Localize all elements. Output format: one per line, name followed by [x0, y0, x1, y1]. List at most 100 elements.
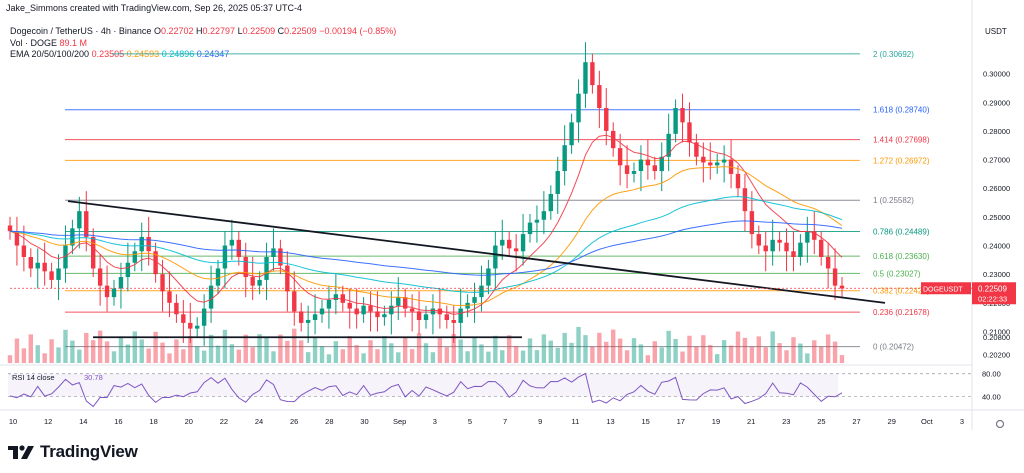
- volume-bar: [701, 335, 706, 363]
- price-tick-label: 0.25000: [983, 213, 1010, 222]
- volume-bar: [617, 338, 623, 363]
- volume-bar: [389, 343, 394, 363]
- candle-body: [299, 311, 304, 323]
- fib-level-label: 1.272 (0.26972): [873, 156, 930, 165]
- symbol-title[interactable]: Dogecoin / TetherUS · 4h · Binance: [10, 26, 152, 36]
- candle-body: [319, 308, 325, 315]
- volume-bar: [229, 344, 235, 363]
- volume-bar: [749, 346, 755, 363]
- volume-bar: [735, 331, 741, 363]
- price-badge-countdown: 02:22:33: [978, 294, 1007, 303]
- candle-body: [513, 248, 519, 252]
- volume-bar: [139, 339, 144, 363]
- candle-body: [63, 245, 68, 269]
- candle-body: [118, 277, 124, 289]
- time-tick-label: 5: [468, 417, 472, 426]
- price-badge-value: 0.22509: [978, 284, 1007, 293]
- candle-body: [167, 291, 172, 303]
- volume-bar: [458, 339, 463, 363]
- candle-body: [375, 311, 380, 318]
- volume-bar: [167, 353, 172, 363]
- volume-bar: [513, 346, 519, 363]
- volume-bar: [285, 340, 290, 363]
- fib-level-label: 1.618 (0.28740): [873, 106, 930, 115]
- candle-body: [174, 302, 179, 315]
- price-change: −0.00194 (−0.85%): [319, 26, 397, 36]
- fib-level-label: 1 (0.25582): [873, 196, 914, 205]
- volume-bar: [805, 353, 810, 363]
- candle-body: [569, 122, 574, 146]
- candle-body: [409, 308, 415, 312]
- candle-body: [97, 268, 103, 286]
- candle-body: [21, 245, 27, 257]
- candle-body: [430, 308, 436, 315]
- fib-level-label: 0.236 (0.21678): [873, 308, 930, 317]
- candle-body: [638, 159, 644, 172]
- candle-body: [35, 262, 40, 269]
- candle-body: [812, 231, 817, 240]
- candle-body: [444, 314, 449, 321]
- candle-body: [832, 268, 838, 286]
- volume-bar: [763, 347, 768, 363]
- candle-body: [784, 242, 789, 252]
- volume-bar: [465, 351, 470, 363]
- volume-value: 89.1 M: [59, 37, 88, 48]
- candle-body: [271, 248, 276, 257]
- candle-body: [111, 288, 117, 298]
- volume-bar: [257, 334, 262, 363]
- ohlc-close: 0.22509: [284, 26, 317, 36]
- time-tick-label: 7: [503, 417, 507, 426]
- candle-body: [527, 222, 533, 235]
- ohlc-close-label: C: [277, 26, 285, 36]
- candle-body: [153, 251, 158, 275]
- volume-label[interactable]: Vol · DOGE: [10, 37, 58, 48]
- tradingview-logo[interactable]: TradingView: [8, 442, 138, 462]
- volume-bar: [181, 349, 186, 363]
- volume-bar: [500, 350, 505, 363]
- trendline: [67, 200, 886, 304]
- time-tick-label: 3: [433, 417, 437, 426]
- price-tick-label: 0.20200: [983, 350, 1010, 359]
- candle-body: [77, 211, 82, 229]
- volume-bar: [555, 347, 560, 363]
- candle-body: [278, 248, 283, 266]
- rsi-band: [8, 373, 838, 397]
- volume-bar: [104, 341, 110, 363]
- candle-body: [458, 308, 463, 323]
- volume-bar: [396, 352, 401, 363]
- fib-level-label: 0.5 (0.23027): [873, 269, 921, 278]
- time-tick-label: 20: [185, 417, 193, 426]
- volume-bar: [409, 349, 415, 363]
- candle-body: [181, 314, 186, 323]
- volume-bar: [292, 328, 297, 363]
- volume-bar: [451, 334, 456, 363]
- candle-body: [347, 302, 352, 309]
- time-tick-label: 14: [79, 417, 87, 426]
- volume-bar: [493, 335, 498, 363]
- legend-symbol-row: Dogecoin / TetherUS · 4h · Binance O0.22…: [10, 26, 396, 38]
- volume-bar: [236, 349, 241, 363]
- candle-body: [694, 142, 699, 157]
- volume-bar: [319, 346, 325, 363]
- ema-label[interactable]: EMA 20/50/100/200: [10, 49, 90, 59]
- candle-body: [749, 211, 755, 235]
- time-tick-label: 26: [290, 417, 298, 426]
- fib-level-label: 1.414 (0.27698): [873, 136, 930, 145]
- candle-body: [70, 228, 75, 246]
- volume-bar: [541, 334, 547, 363]
- rsi-tick-label: 80.00: [982, 370, 1001, 379]
- candle-body: [382, 314, 387, 318]
- volume-bar: [56, 347, 61, 363]
- rsi-line: [9, 372, 843, 408]
- candle-body: [264, 257, 269, 280]
- volume-bar: [195, 346, 200, 363]
- price-tick-label: 0.23000: [983, 270, 1010, 279]
- candle-body: [735, 173, 741, 189]
- candle-body: [389, 305, 394, 315]
- volume-bar: [264, 337, 269, 363]
- candle-body: [791, 251, 796, 257]
- candle-body: [222, 245, 228, 269]
- candle-body: [292, 291, 297, 312]
